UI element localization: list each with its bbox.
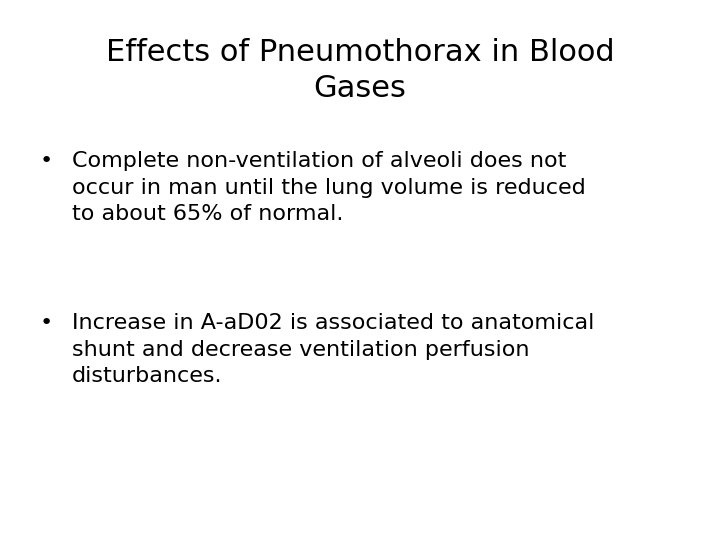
Text: •: • (40, 313, 53, 333)
Text: Complete non-ventilation of alveoli does not
occur in man until the lung volume : Complete non-ventilation of alveoli does… (72, 151, 586, 224)
Text: Effects of Pneumothorax in Blood
Gases: Effects of Pneumothorax in Blood Gases (106, 38, 614, 103)
Text: Increase in A-aD02 is associated to anatomical
shunt and decrease ventilation pe: Increase in A-aD02 is associated to anat… (72, 313, 595, 386)
Text: •: • (40, 151, 53, 171)
